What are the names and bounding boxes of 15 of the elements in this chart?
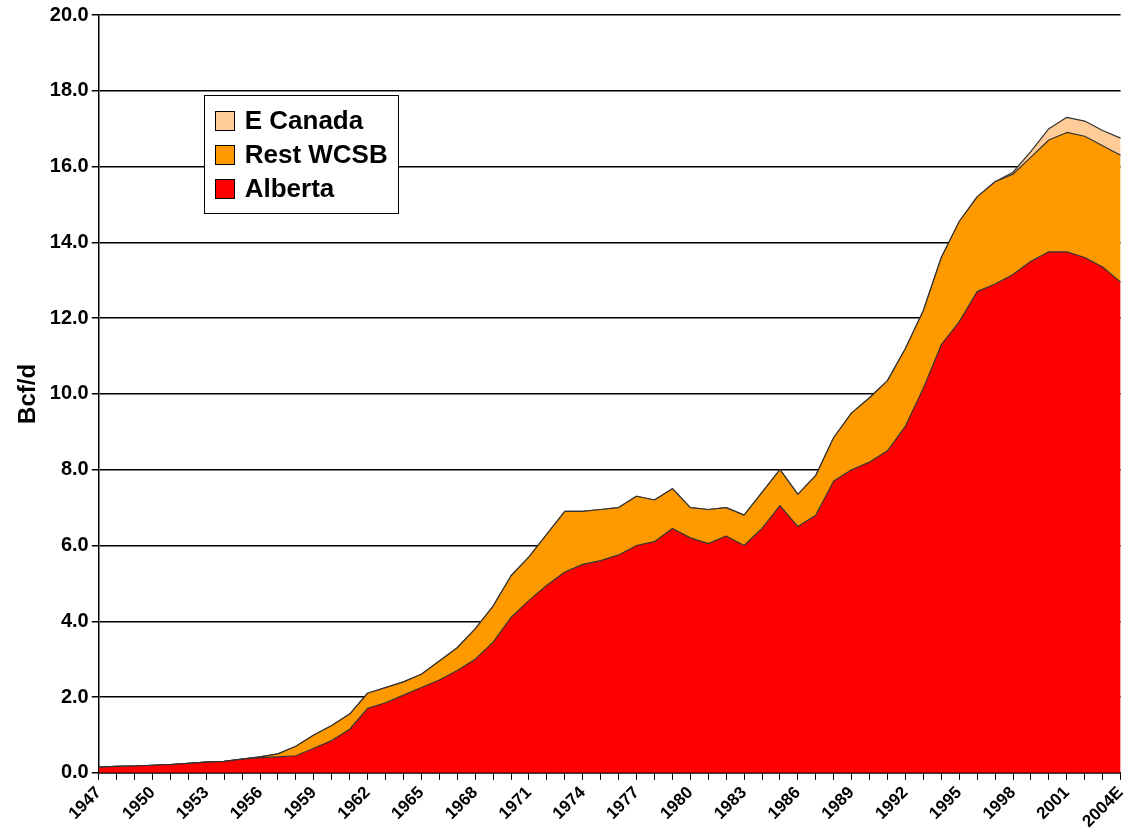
legend-label: Rest WCSB xyxy=(244,139,388,170)
y-tick-label: 12.0 xyxy=(49,305,89,328)
y-tick-label: 6.0 xyxy=(60,532,89,555)
y-tick-label: 10.0 xyxy=(49,381,89,404)
y-tick-label: 18.0 xyxy=(49,78,89,101)
y-tick-label: 14.0 xyxy=(49,229,89,252)
y-tick-label: 2.0 xyxy=(60,684,89,707)
y-tick-label: 4.0 xyxy=(60,608,89,631)
y-tick-label: 0.0 xyxy=(60,760,89,783)
y-axis-title: Bcf/d xyxy=(13,363,41,424)
y-tick-label: 8.0 xyxy=(60,457,89,480)
legend-label: Alberta xyxy=(244,173,335,204)
y-tick-label: 20.0 xyxy=(49,2,89,25)
y-tick-label: 16.0 xyxy=(49,154,89,177)
legend-label: E Canada xyxy=(244,105,364,136)
